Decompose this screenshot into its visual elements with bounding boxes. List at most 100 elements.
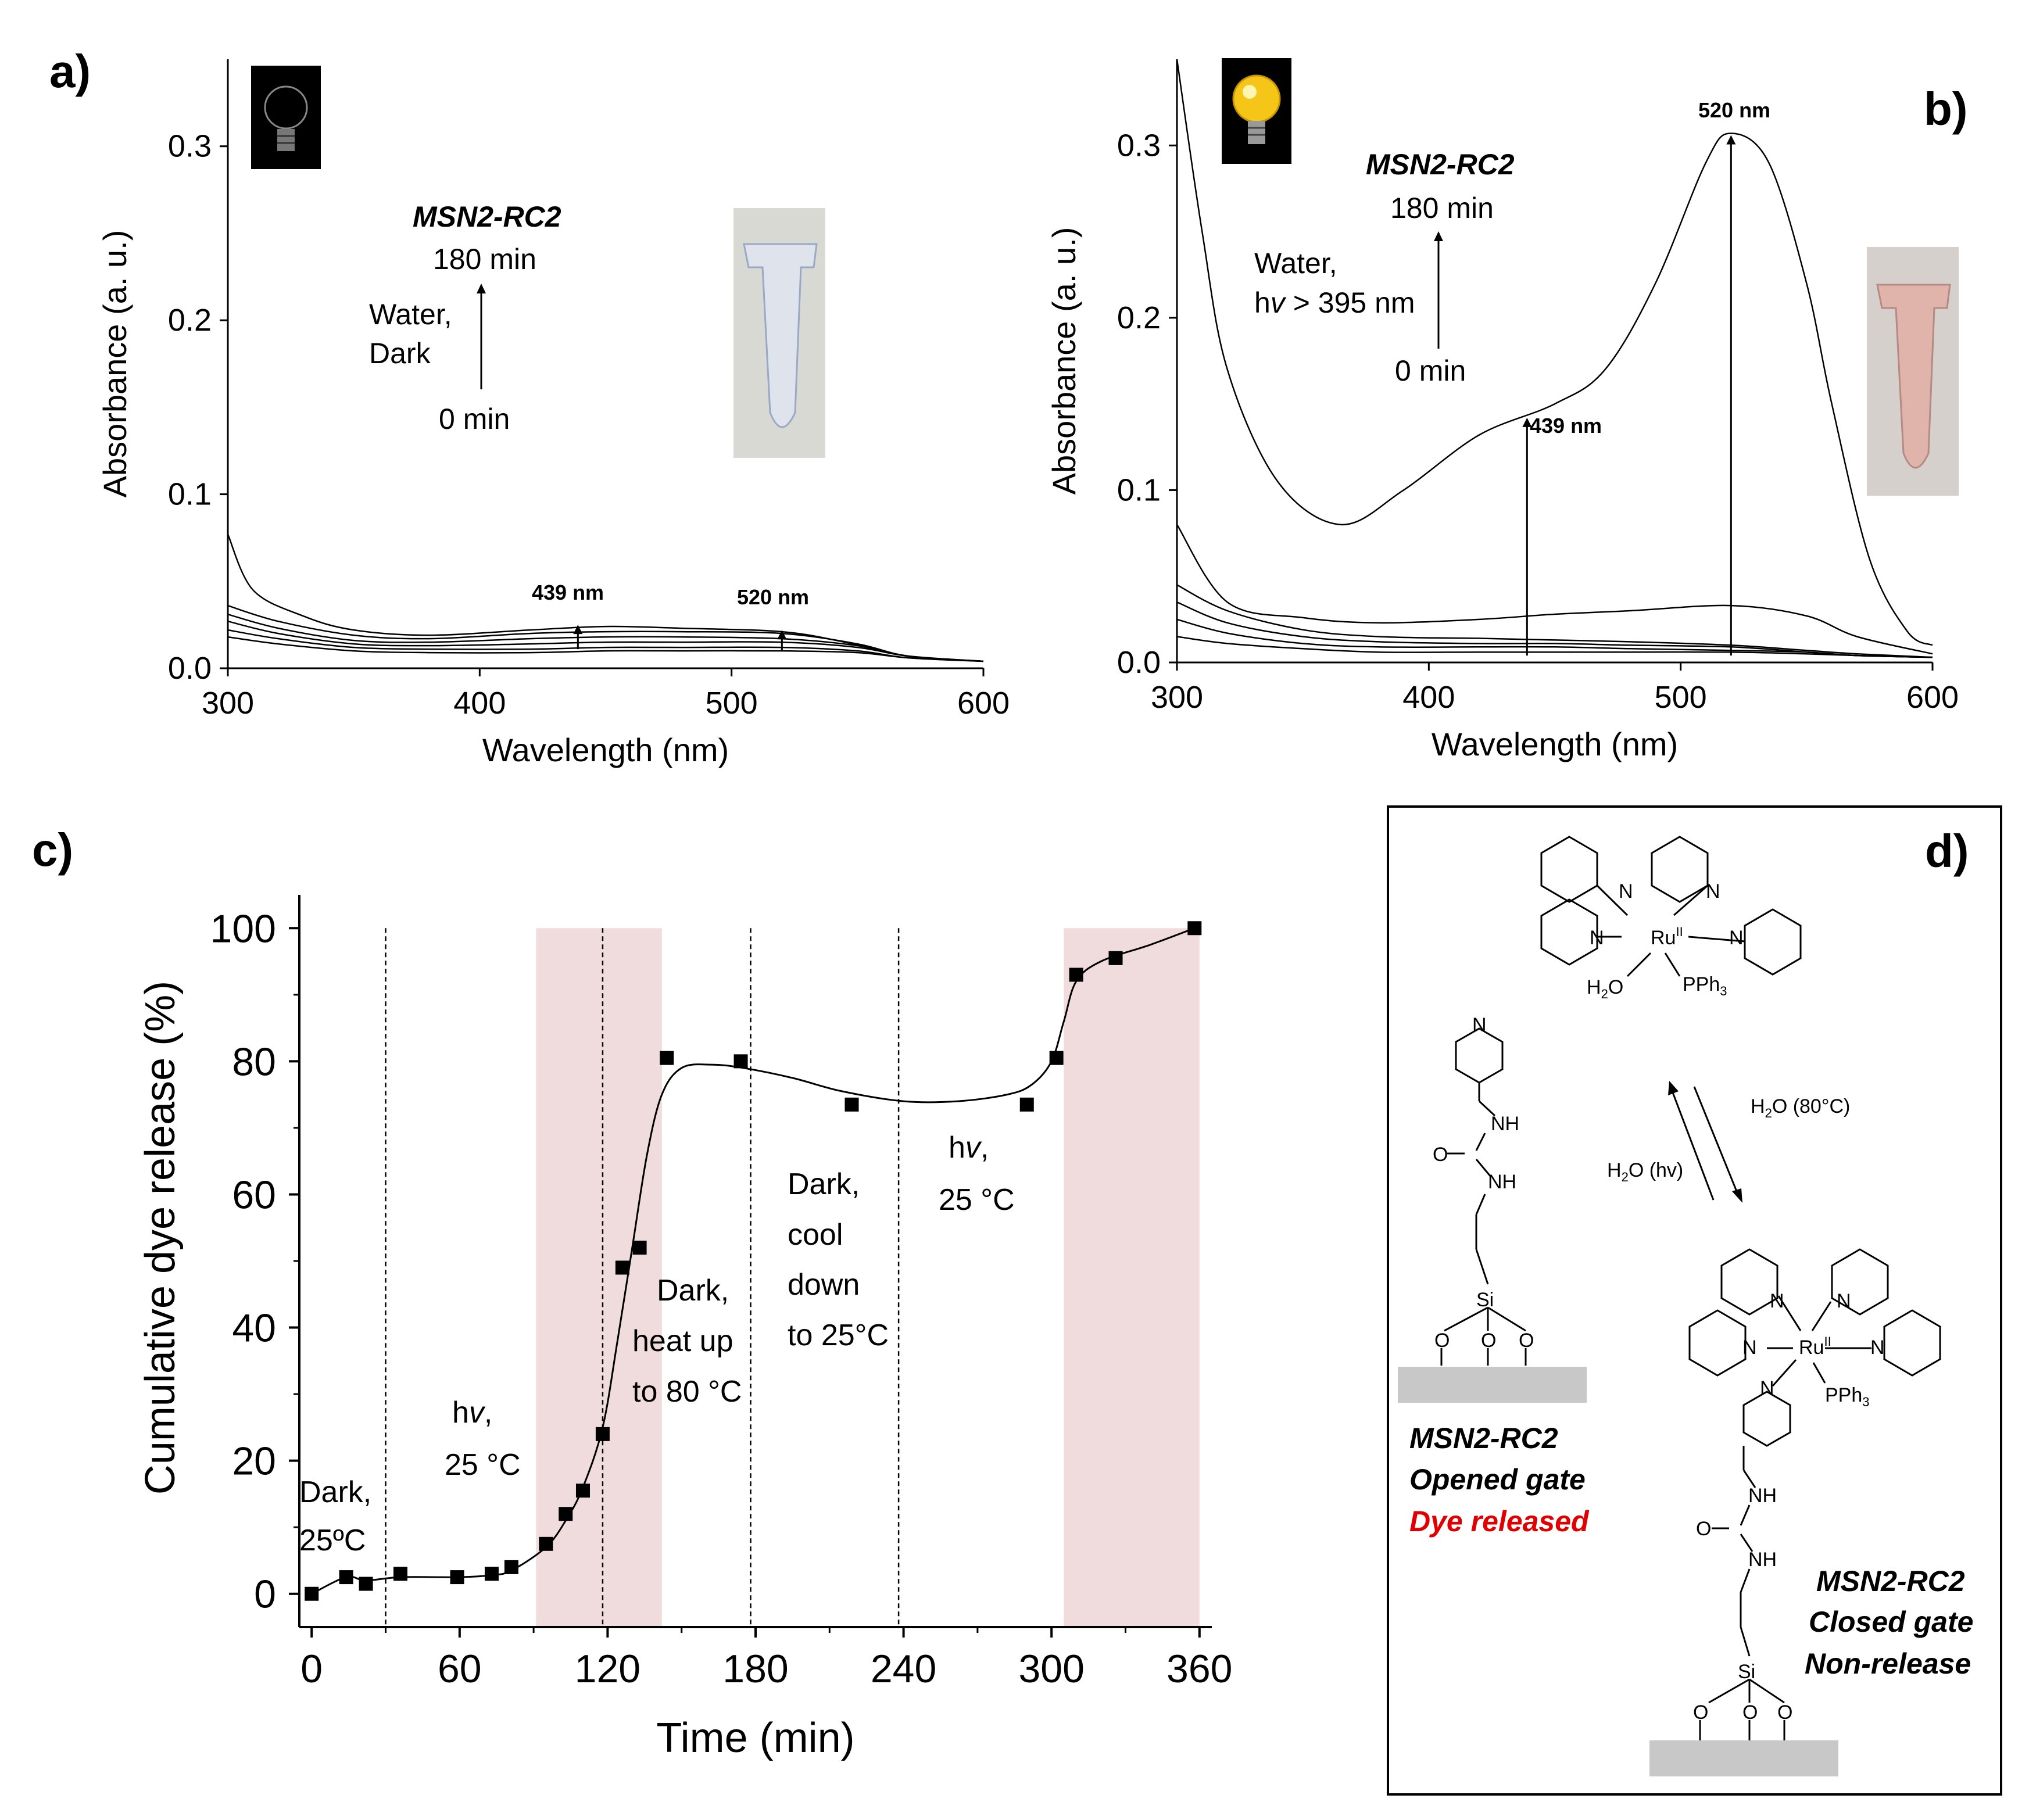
top-N1: N <box>1619 880 1633 902</box>
chart-b-axes: 300 400 500 600 0.0 0.1 0.2 0.3 Wavelength (nm) A… <box>1046 59 1959 762</box>
chart-b-series <box>1176 59 1933 658</box>
peak-arrow-a-439-head <box>573 625 583 635</box>
chart-a-x-axis-label: Wavelength (nm) <box>482 732 729 768</box>
chart-c-dashed-lines <box>385 928 900 1627</box>
chart-a-spectrum-line <box>227 605 984 662</box>
bound-Ru: RuII <box>1799 1334 1831 1359</box>
chart-c-data-point <box>844 1097 859 1112</box>
panel-c: c) 0 60 120 180 240 300 360 0 20 40 60 80 100 Time (m… <box>32 824 1233 1761</box>
peak-arrows-a <box>573 625 787 651</box>
chart-c-y-tick-label: 40 <box>232 1306 276 1350</box>
bound-ru-complex <box>1688 1248 1941 1740</box>
chart-c-x-tick-label: 0 <box>300 1647 323 1691</box>
chart-b-x-tick-label: 300 <box>1151 680 1203 715</box>
chart-c-shaded-region <box>536 928 662 1627</box>
sample-label-a: MSN2-RC2 <box>413 200 561 233</box>
chart-c-fit <box>311 927 1195 1595</box>
open-gate-label-l2: Opened gate <box>1409 1463 1586 1496</box>
bound-phosphine: PPh3 <box>1825 1384 1870 1409</box>
chart-b-y-tick-label: 0.1 <box>1117 472 1161 507</box>
chart-a-x-tick-label: 600 <box>957 686 1010 721</box>
linker-O: O <box>1433 1144 1448 1166</box>
chart-c-y-tick-label: 100 <box>210 907 276 951</box>
start-time-label-a: 0 min <box>439 403 510 435</box>
top-Ru: RuII <box>1651 925 1683 949</box>
condition-label-b-line1: Water, <box>1254 247 1337 280</box>
end-time-label-a: 180 min <box>433 243 536 275</box>
time-arrow-a-head <box>477 284 486 293</box>
label-heat-l3: to 80 °C <box>632 1375 742 1409</box>
top-N4: N <box>1729 927 1744 949</box>
chart-a-y-tick-label: 0.0 <box>168 651 212 686</box>
chart-b-x-tick-label: 500 <box>1655 680 1707 715</box>
chart-c-data-point <box>660 1051 674 1065</box>
chart-c-x-tick-label: 360 <box>1166 1647 1232 1691</box>
chart-c-x-tick-label: 60 <box>438 1647 482 1691</box>
chart-a-y-axis-label: Absorbance (a. u.) <box>96 230 133 498</box>
peak-arrow-a-520-head <box>777 630 787 640</box>
bound-N5: N <box>1760 1377 1774 1399</box>
top-phosphine: PPh3 <box>1683 973 1727 998</box>
chart-b-spectrum-line <box>1176 524 1933 655</box>
chart-a-x-tick-label: 400 <box>453 686 506 721</box>
chart-a-x-tick-label: 300 <box>202 686 254 721</box>
chart-c-axes: 0 60 120 180 240 300 360 0 20 40 60 80 100 Time (min)… <box>137 895 1233 1761</box>
label-cool-l4: to 25°C <box>788 1319 889 1352</box>
label-dark-25-l1: Dark, <box>299 1475 371 1509</box>
ru-aqua-complex <box>1540 836 1802 977</box>
chart-c-data-point <box>450 1570 464 1585</box>
chart-c-data-point <box>733 1054 748 1069</box>
peak-label-b-439: 439 nm <box>1530 414 1602 438</box>
chart-b-spectrum-line <box>1176 59 1933 646</box>
bulb-off-icon <box>251 66 321 169</box>
linker-Si: Si <box>1476 1289 1494 1311</box>
panel-b: b) 300 400 500 600 0.0 0.1 0.2 0.3 Wavelength (n… <box>1046 58 1968 762</box>
label-hv-25a-l1: hv, <box>452 1396 492 1430</box>
label-hv-25a-l2: 25 °C <box>445 1448 521 1482</box>
silica-surface-closed <box>1649 1740 1838 1776</box>
bound-O1: O <box>1693 1701 1708 1724</box>
chart-c-data-point <box>359 1577 373 1591</box>
panel-a-letter: a) <box>49 45 91 97</box>
chart-a-spectrum-line <box>227 533 984 662</box>
chart-b-spectrum-line <box>1176 601 1933 658</box>
reverse-arrow-head <box>1668 1081 1679 1095</box>
bound-NH2: NH <box>1748 1549 1777 1571</box>
chart-c-data-point <box>1019 1097 1034 1112</box>
chart-c-data-point <box>484 1567 499 1581</box>
chart-c-y-tick-label: 0 <box>254 1572 276 1617</box>
forward-arrow <box>1693 1086 1739 1195</box>
vial-clear-image <box>733 208 825 458</box>
chart-c-x-tick-label: 120 <box>575 1647 640 1691</box>
closed-gate-label-l1: MSN2-RC2 <box>1816 1565 1965 1597</box>
panel-d-letter: d) <box>1925 825 1969 877</box>
time-arrow-b-head <box>1434 231 1443 241</box>
label-heat-l2: heat up <box>632 1324 733 1358</box>
scheme-frame <box>1387 805 2002 1796</box>
chart-b-x-axis-label: Wavelength (nm) <box>1432 726 1678 762</box>
label-cool-l1: Dark, <box>788 1167 860 1201</box>
peak-label-a-439: 439 nm <box>532 581 604 604</box>
chart-a-y-tick-label: 0.1 <box>168 477 212 512</box>
chart-c-points <box>305 921 1202 1601</box>
linker-O3: O <box>1519 1330 1534 1352</box>
chart-a-y-tick-label: 0.2 <box>168 303 212 338</box>
linker-O1: O <box>1434 1330 1450 1352</box>
label-hv-25b-l2: 25 °C <box>939 1183 1015 1217</box>
bound-O3: O <box>1777 1701 1792 1724</box>
forward-condition: H2O (80°C) <box>1751 1095 1850 1120</box>
chart-c-data-point <box>575 1484 590 1498</box>
panel-b-letter: b) <box>1924 83 1968 135</box>
bound-N1: N <box>1770 1290 1784 1312</box>
chart-b-x-tick-label: 600 <box>1906 680 1959 715</box>
chart-c-data-point <box>1108 951 1123 965</box>
chart-a-spectrum-line <box>227 636 984 662</box>
panel-a: a) 300 400 500 600 0.0 0.1 0.2 0.3 Wavelength (n… <box>49 45 1010 768</box>
chart-b-y-tick-label: 0.0 <box>1117 645 1161 680</box>
chart-c-fit-line <box>311 927 1195 1595</box>
peak-arrows-b <box>1522 135 1736 656</box>
bound-O: O <box>1696 1518 1711 1540</box>
top-N2: N <box>1706 880 1720 902</box>
chart-c-data-point <box>1187 921 1202 936</box>
